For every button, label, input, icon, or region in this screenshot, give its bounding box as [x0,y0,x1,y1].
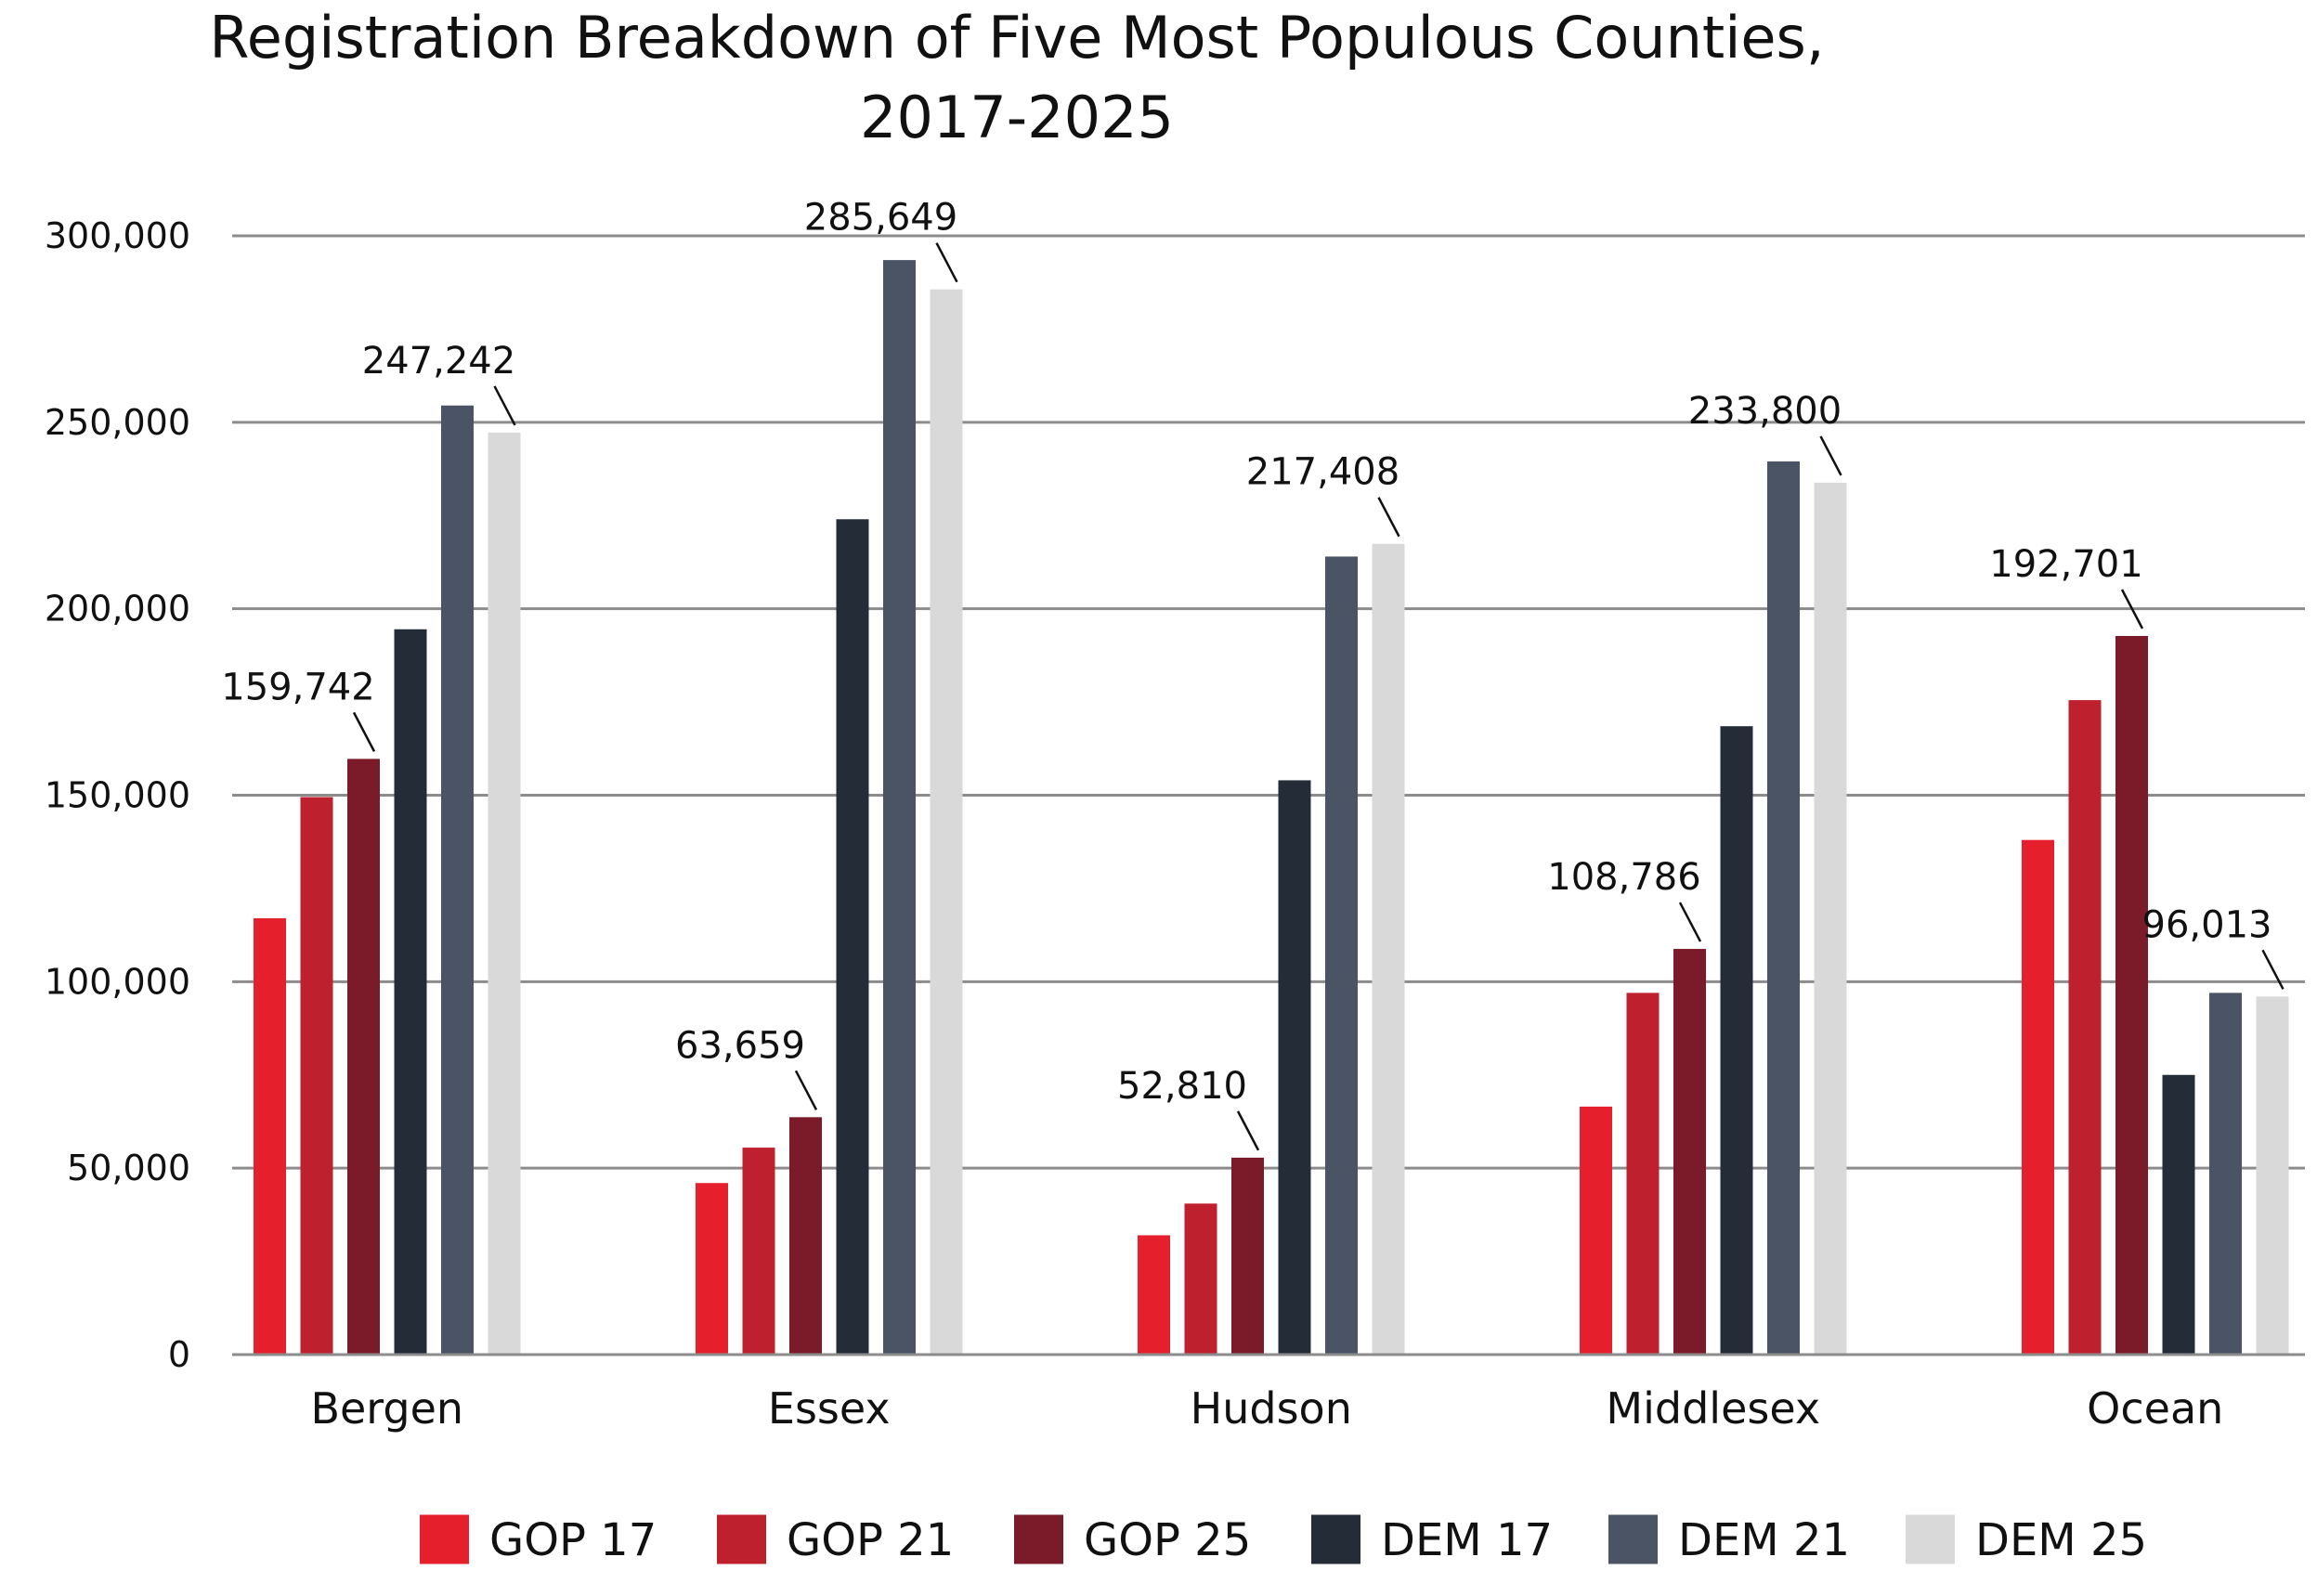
leader-line [935,242,958,283]
leader-line [493,385,516,426]
x-category-label: Ocean [2087,1383,2223,1434]
bar [1325,556,1358,1355]
x-axis-categories: Bergen Essex Hudson Middlesex Ocean [310,1383,2223,1434]
legend-label: GOP 17 [489,1514,657,1566]
data-label: 52,810 [1117,1065,1247,1108]
bar [883,260,916,1355]
y-tick-label: 250,000 [45,402,190,443]
bar [2209,993,2242,1355]
x-category-label: Bergen [310,1383,463,1434]
bar [836,519,869,1355]
bar [1138,1235,1170,1355]
data-label: 233,800 [1688,390,1842,433]
bar [254,918,286,1355]
data-label: 247,242 [362,340,515,383]
leader-line [2120,589,2144,629]
bar [1767,461,1800,1356]
bar [789,1117,822,1355]
bar [696,1183,728,1355]
bar [2162,1074,2195,1355]
leader-line [352,711,376,752]
data-label: 159,742 [221,666,374,708]
bar [2068,700,2102,1355]
leader-line [1377,497,1400,538]
legend-swatch [717,1514,766,1564]
y-tick-label: 300,000 [45,215,190,256]
data-label: 108,786 [1547,856,1700,899]
legend-swatch [1906,1514,1955,1564]
legend-label: GOP 21 [787,1514,954,1566]
bar [1372,543,1405,1355]
bar [1720,726,1753,1355]
legend-swatch [420,1514,469,1564]
legend-label: GOP 25 [1084,1514,1251,1566]
bar [1673,949,1706,1355]
legend-swatch [1608,1514,1658,1564]
leader-line [1236,1110,1260,1151]
bar [1626,993,1660,1355]
bar [1278,780,1311,1355]
bar [488,432,521,1356]
chart-title: Registration Breakdown of Five Most Popu… [209,4,1824,71]
bar [2256,996,2289,1355]
bar [2022,839,2054,1355]
y-axis-ticks: 0 50,000 100,000 150,000 200,000 250,000 300,0… [45,215,190,1375]
legend-swatch [1311,1514,1360,1564]
y-tick-label: 100,000 [45,961,190,1002]
bar [2115,635,2148,1355]
legend-label: DEM 17 [1381,1514,1553,1566]
legend: GOP 17 GOP 21 GOP 25 DEM 17 DEM 21 DEM 25 [420,1514,2147,1566]
leader-line [794,1070,818,1110]
leader-line [2261,949,2284,990]
bar [1231,1157,1264,1355]
bars [254,260,2289,1356]
legend-swatch [1014,1514,1063,1564]
x-category-label: Hudson [1191,1383,1352,1434]
leader-line [1678,902,1702,942]
bar [394,629,427,1355]
bar [1184,1203,1217,1355]
x-category-label: Essex [768,1383,891,1434]
legend-label: DEM 21 [1678,1514,1850,1566]
gridlines [232,234,2305,1170]
legend-label: DEM 25 [1975,1514,2147,1566]
data-label: 217,408 [1246,451,1399,494]
data-label: 285,649 [804,197,957,240]
data-label: 96,013 [2142,903,2272,946]
bar [1580,1106,1612,1355]
y-tick-label: 50,000 [67,1148,190,1188]
x-category-label: Middlesex [1606,1383,1820,1434]
data-label: 63,659 [675,1024,805,1067]
y-tick-label: 0 [168,1334,190,1375]
leader-line [1819,435,1842,476]
bar [441,405,474,1356]
bar [930,289,963,1355]
data-labels: 159,742 247,242 63,659 285,649 52,810 217,408… [221,197,2284,1151]
data-label: 192,701 [1989,543,2142,586]
bar [300,797,333,1355]
y-tick-label: 150,000 [45,775,190,816]
bar [742,1148,775,1355]
y-tick-label: 200,000 [45,589,190,629]
bar [347,759,380,1355]
bar [1814,482,1847,1355]
chart-subtitle: 2017-2025 [860,84,1174,151]
